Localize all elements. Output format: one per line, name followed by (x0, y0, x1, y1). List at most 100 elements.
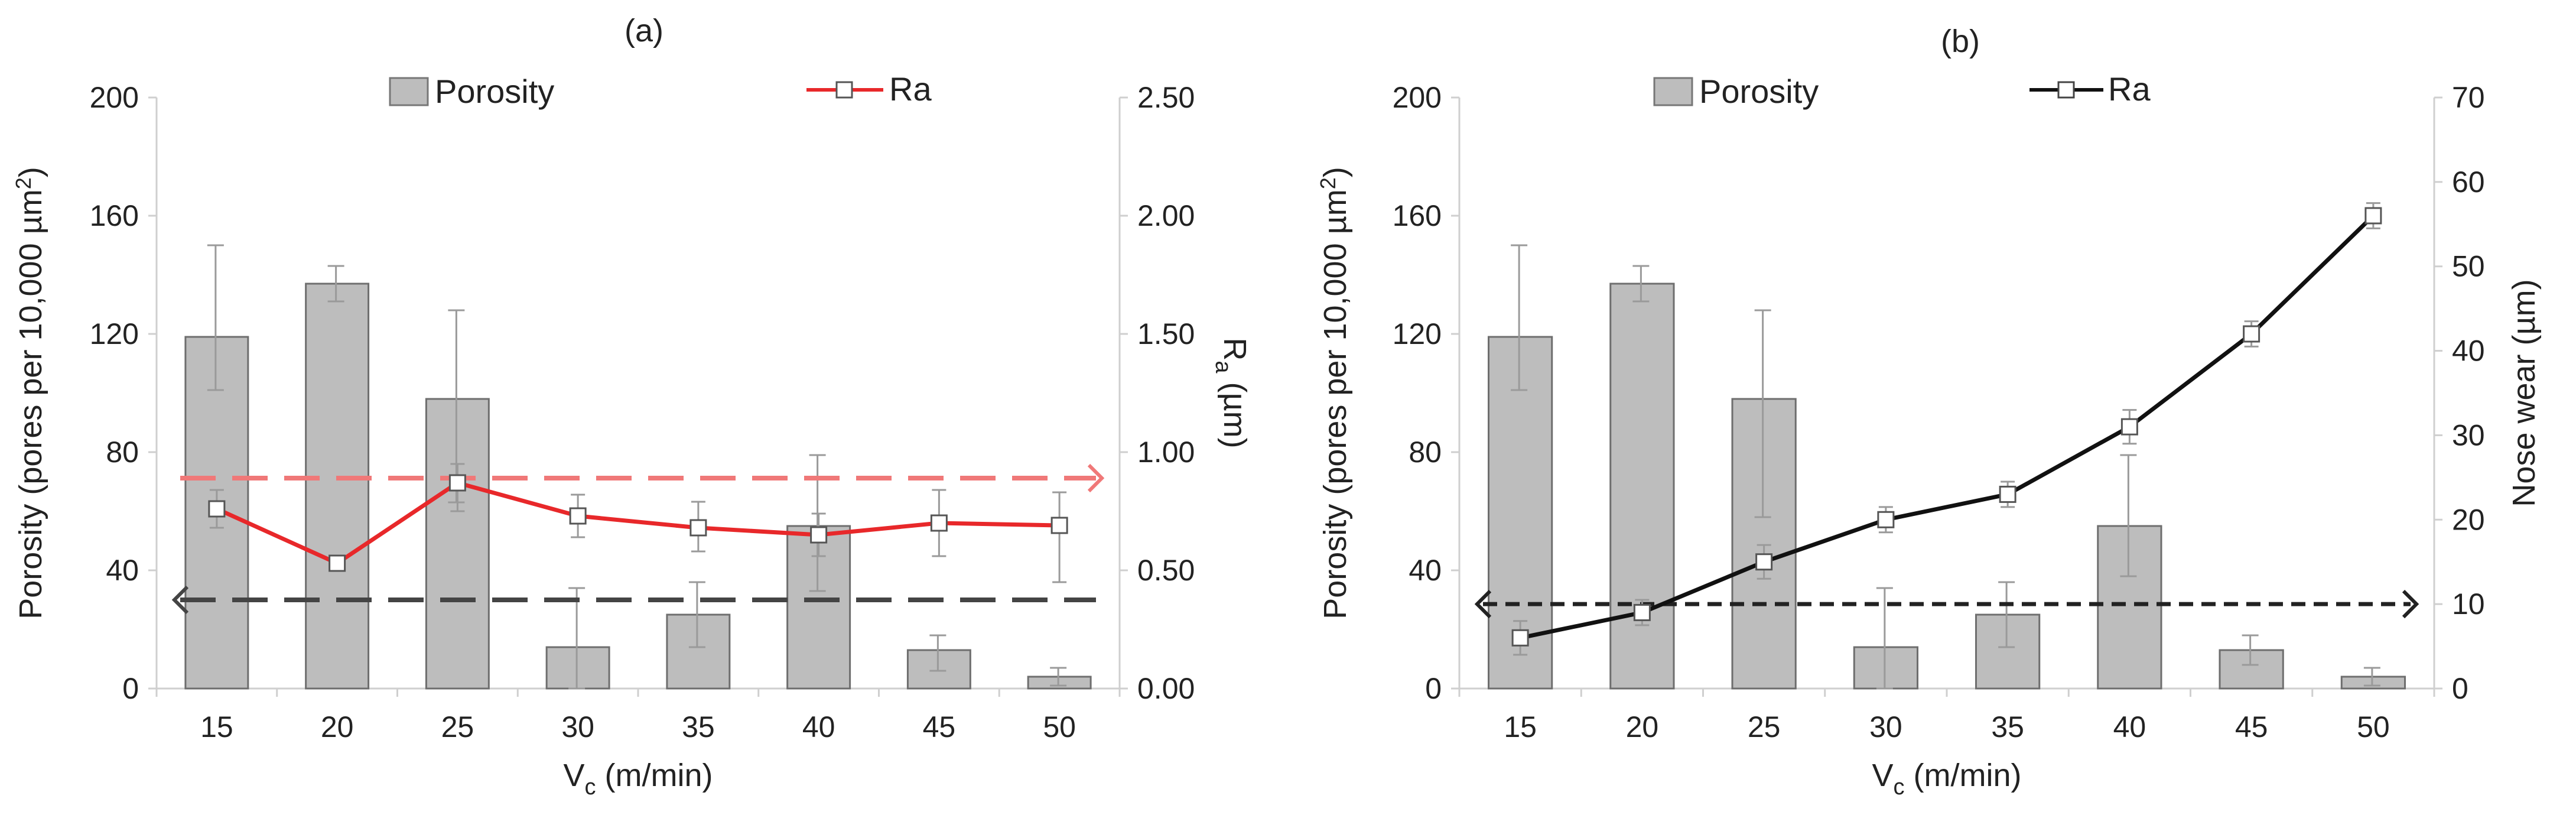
legend-ra-marker (2057, 81, 2075, 99)
left-tick-label: 200 (90, 81, 139, 114)
porosity-bar (906, 649, 971, 690)
x-tick-label: 15 (200, 710, 233, 743)
porosity-bar (425, 398, 490, 690)
ra-point (2364, 207, 2382, 225)
legend-ra-label: Ra (2108, 70, 2151, 108)
x-tick-label: 25 (441, 710, 474, 743)
x-tick-label: 15 (1504, 710, 1537, 743)
panel-a-xlabel: Vc (m/min) (564, 758, 713, 800)
x-tick-label: 50 (2357, 710, 2390, 743)
ra-point (1999, 485, 2016, 503)
porosity-bar (1853, 646, 1918, 690)
panel-a-legend: Porosity Ra (389, 70, 932, 110)
ra-line (216, 480, 1060, 566)
x-tick-label: 25 (1748, 710, 1781, 743)
panel-a-ylabel-left: Porosity (pores per 10,000 µm2) (11, 167, 48, 619)
left-tick-label: 80 (1409, 436, 1442, 469)
ra-point (328, 554, 346, 572)
reference-arrow-head-left (1474, 590, 1492, 619)
porosity-bar (1609, 283, 1675, 690)
x-tick-label: 20 (1626, 710, 1659, 743)
ra-point (448, 474, 466, 492)
x-tick-label: 40 (802, 710, 835, 743)
reference-arrow-head-left (171, 585, 189, 615)
reference-arrow-head-right (2402, 590, 2419, 619)
ra-point (1633, 603, 1651, 621)
ra-point (1755, 553, 1773, 571)
legend-ra-label: Ra (889, 70, 932, 108)
porosity-bar (666, 613, 731, 690)
right-tick-label: 20 (2452, 503, 2485, 536)
legend-porosity-swatch (389, 77, 429, 106)
chart-panel-b: (b) Porosity Ra 0 40 80 120 160 200 0 10 20 30 40… (1316, 24, 2542, 800)
right-tick-label: 0 (2452, 672, 2468, 705)
panel-a-title: (a) (625, 13, 663, 48)
porosity-bar (2340, 676, 2406, 690)
right-tick-label: 2.50 (1137, 81, 1195, 114)
panel-b-right-ticks: 0 10 20 30 40 50 60 70 (2434, 81, 2485, 705)
ra-point (208, 500, 226, 518)
right-tick-label: 2.00 (1137, 199, 1195, 232)
legend-porosity-swatch (1653, 77, 1693, 106)
panel-b-legend: Porosity Ra (1653, 70, 2151, 110)
legend-porosity-label: Porosity (435, 73, 554, 110)
panel-b-xlabel: Vc (m/min) (1872, 758, 2022, 800)
right-tick-label: 50 (2452, 250, 2485, 283)
left-tick-label: 0 (122, 672, 139, 705)
panel-a-x-ticks: 15 20 25 30 35 40 45 50 (155, 689, 1121, 743)
legend-ra-marker (835, 81, 853, 99)
porosity-bar (1027, 676, 1092, 690)
panel-a-reference-arrows (171, 463, 1105, 615)
panel-b-reference-arrows (1474, 590, 2419, 619)
right-tick-label: 10 (2452, 587, 2485, 621)
right-tick-label: 1.00 (1137, 436, 1195, 469)
panel-b-ylabel-left: Porosity (pores per 10,000 µm2) (1316, 167, 1353, 619)
x-tick-label: 35 (682, 710, 715, 743)
x-tick-label: 20 (321, 710, 354, 743)
x-tick-label: 40 (2113, 710, 2146, 743)
ra-point (1511, 629, 1529, 647)
panel-b-title: (b) (1941, 24, 1980, 59)
panel-a-bars (184, 244, 1092, 690)
ra-line (1520, 214, 2375, 640)
porosity-bar (2097, 525, 2162, 690)
right-tick-label: 1.50 (1137, 317, 1195, 350)
panel-b-ylabel-right: Nose wear (µm) (2506, 279, 2542, 506)
ra-point (569, 507, 587, 525)
panel-a-ylabel-right: Ra (µm) (1211, 337, 1253, 448)
ra-point (810, 526, 828, 544)
x-tick-label: 45 (2235, 710, 2268, 743)
ra-point (1050, 517, 1068, 534)
porosity-bar (305, 283, 370, 690)
reference-arrow-head-right (1087, 463, 1105, 493)
right-tick-label: 0.00 (1137, 672, 1195, 705)
right-tick-label: 40 (2452, 335, 2485, 368)
chart-panel-a: (a) Porosity Ra 0 40 80 120 160 200 0.00 0.50 1… (11, 13, 1253, 800)
x-tick-label: 30 (1869, 710, 1902, 743)
left-tick-label: 80 (106, 436, 139, 469)
left-tick-label: 120 (90, 317, 139, 350)
left-tick-label: 200 (1393, 81, 1442, 114)
right-tick-label: 0.50 (1137, 554, 1195, 587)
left-tick-label: 160 (1393, 199, 1442, 232)
right-tick-label: 70 (2452, 81, 2485, 114)
left-tick-label: 120 (1393, 317, 1442, 350)
porosity-bar (2219, 649, 2284, 690)
porosity-bar (545, 646, 610, 690)
panel-b-x-ticks: 15 20 25 30 35 40 45 50 (1458, 689, 2435, 743)
x-tick-label: 35 (1991, 710, 2024, 743)
panel-b-ra-series (1511, 202, 2382, 656)
legend-porosity-label: Porosity (1699, 73, 1819, 110)
ra-point (689, 519, 707, 537)
ra-point (1877, 511, 1895, 528)
panel-a-right-ticks: 0.00 0.50 1.00 1.50 2.00 2.50 (1120, 81, 1195, 705)
x-tick-label: 45 (923, 710, 956, 743)
panel-b-bars (1488, 244, 2406, 690)
right-tick-label: 60 (2452, 165, 2485, 199)
porosity-bar (1975, 613, 2041, 690)
ra-point (930, 514, 948, 532)
panel-b-left-ticks: 0 40 80 120 160 200 (1393, 81, 1459, 705)
x-tick-label: 30 (561, 710, 594, 743)
ra-point (2243, 325, 2260, 343)
panel-a-left-ticks: 0 40 80 120 160 200 (90, 81, 157, 705)
